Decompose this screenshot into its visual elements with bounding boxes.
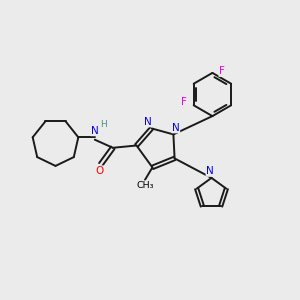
- Text: O: O: [95, 166, 103, 176]
- Text: N: N: [172, 123, 180, 133]
- Text: N: N: [206, 166, 214, 176]
- Text: N: N: [91, 126, 99, 136]
- Text: H: H: [100, 120, 106, 129]
- Text: CH₃: CH₃: [136, 181, 154, 190]
- Text: F: F: [181, 97, 187, 107]
- Text: F: F: [219, 66, 225, 76]
- Text: N: N: [144, 117, 152, 127]
